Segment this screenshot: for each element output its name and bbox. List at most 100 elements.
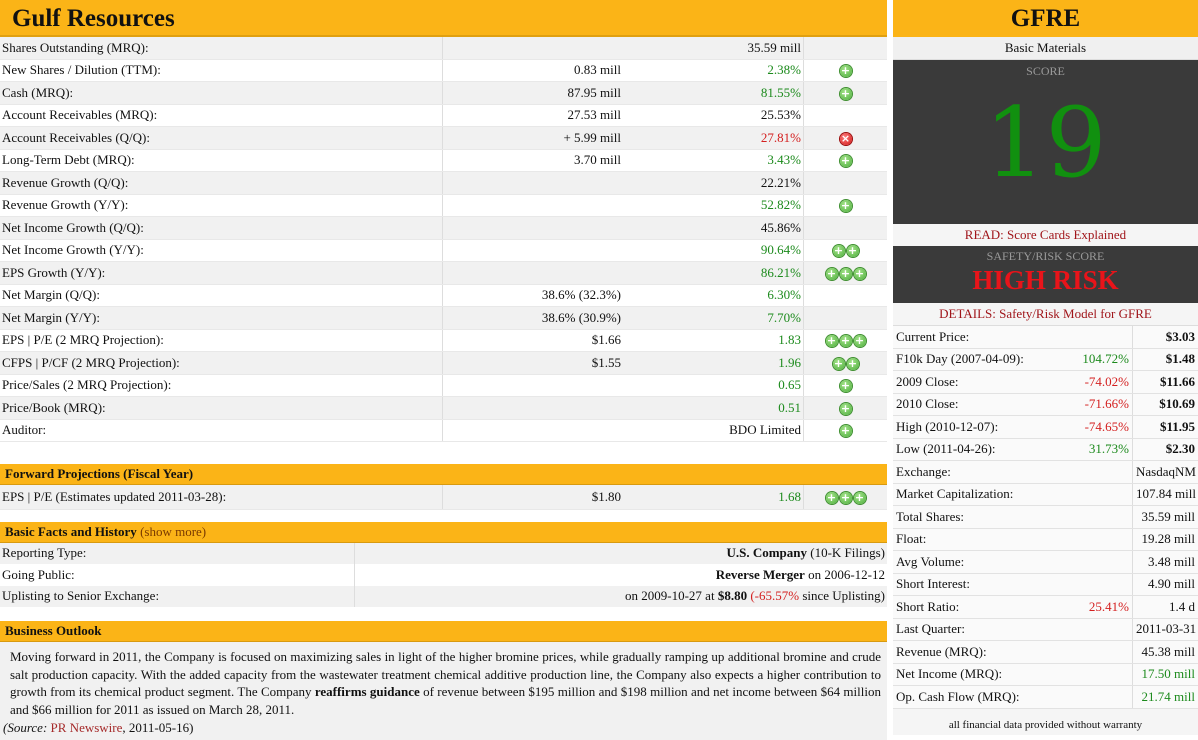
quote-row: Total Shares:35.59 mill (893, 506, 1198, 529)
quote-value: 17.50 mill (1133, 663, 1198, 686)
sector-label: Basic Materials (893, 37, 1198, 60)
quote-value: 35.59 mill (1133, 506, 1198, 529)
metric-percent: 6.30% (623, 284, 804, 307)
plus-circle-icon: + (840, 268, 852, 280)
quote-label: Market Capitalization: (893, 483, 1074, 506)
quote-label: Exchange: (893, 461, 1074, 484)
metric-label: Net Income Growth (Q/Q): (0, 217, 443, 240)
reporting-type-label: Reporting Type: (0, 543, 355, 565)
quote-row: Op. Cash Flow (MRQ):21.74 mill (893, 686, 1198, 709)
quote-label: Current Price: (893, 326, 1074, 348)
quote-label: Op. Cash Flow (MRQ): (893, 686, 1074, 709)
score-cards-explained-link[interactable]: READ: Score Cards Explained (893, 224, 1198, 246)
plus-circle-icon: + (826, 492, 838, 504)
quote-change (1074, 483, 1133, 506)
forward-row: EPS | P/E (Estimates updated 2011-03-28)… (0, 485, 887, 509)
quote-value: 107.84 mill (1133, 483, 1198, 506)
metric-percent: 1.96 (623, 352, 804, 375)
plus-circle-icon: + (826, 335, 838, 347)
quote-value: NasdaqNM (1133, 461, 1198, 484)
metric-percent: 81.55% (623, 82, 804, 105)
score-card: SCORE 19 (893, 60, 1198, 224)
quote-row: Avg Volume:3.48 mill (893, 551, 1198, 574)
quote-value: 4.90 mill (1133, 573, 1198, 596)
forward-value: $1.80 (443, 485, 624, 509)
metric-rating: + (804, 82, 888, 105)
quote-row: Current Price:$3.03 (893, 326, 1198, 348)
reporting-type-value: U.S. Company (10-K Filings) (355, 543, 888, 565)
quote-change (1074, 573, 1133, 596)
plus-circle-icon: + (833, 358, 845, 370)
quote-change (1074, 461, 1133, 484)
plus-circle-icon: + (826, 268, 838, 280)
quote-value: 3.48 mill (1133, 551, 1198, 574)
plus-circle-icon: + (854, 335, 866, 347)
quote-row: Last Quarter:2011-03-31 (893, 618, 1198, 641)
metric-rating: ++ (804, 352, 888, 375)
metric-label: Account Receivables (MRQ): (0, 104, 443, 127)
metric-percent: 2.38% (623, 59, 804, 82)
metric-row: Auditor:BDO Limited+ (0, 419, 887, 442)
metric-label: Auditor: (0, 419, 443, 442)
metric-row: Net Income Growth (Q/Q):45.86% (0, 217, 887, 240)
metric-rating: + (804, 194, 888, 217)
metric-label: Cash (MRQ): (0, 82, 443, 105)
metric-label: Net Income Growth (Y/Y): (0, 239, 443, 262)
metric-label: Revenue Growth (Q/Q): (0, 172, 443, 195)
quote-value: 19.28 mill (1133, 528, 1198, 551)
quote-row: 2010 Close:-71.66%$10.69 (893, 393, 1198, 416)
quote-change (1074, 618, 1133, 641)
metric-rating: + (804, 59, 888, 82)
quote-change (1074, 641, 1133, 664)
metric-row: Net Margin (Q/Q):38.6% (32.3%)6.30% (0, 284, 887, 307)
metric-label: Revenue Growth (Y/Y): (0, 194, 443, 217)
quote-value: 45.38 mill (1133, 641, 1198, 664)
quote-value: $11.66 (1133, 371, 1198, 394)
quote-label: 2010 Close: (893, 393, 1074, 416)
metric-label: Shares Outstanding (MRQ): (0, 37, 443, 59)
metric-value (443, 37, 624, 59)
plus-circle-icon: + (840, 335, 852, 347)
plus-circle-icon: + (833, 245, 845, 257)
risk-value: HIGH RISK (893, 264, 1198, 296)
risk-label: SAFETY/RISK SCORE (893, 246, 1198, 264)
metric-row: Price/Sales (2 MRQ Projection):0.65+ (0, 374, 887, 397)
plus-circle-icon: + (847, 358, 859, 370)
quote-row: Net Income (MRQ):17.50 mill (893, 663, 1198, 686)
metric-percent: 0.51 (623, 397, 804, 420)
metric-label: EPS | P/E (2 MRQ Projection): (0, 329, 443, 352)
metric-rating (804, 37, 888, 59)
basic-facts-title: Basic Facts and History (5, 524, 137, 539)
quote-change (1074, 528, 1133, 551)
quote-value: $1.48 (1133, 348, 1198, 371)
quote-row: Short Interest:4.90 mill (893, 573, 1198, 596)
metric-label: Account Receivables (Q/Q): (0, 127, 443, 150)
metric-row: Net Income Growth (Y/Y):90.64%++ (0, 239, 887, 262)
score-sidebar: GFRE Basic Materials SCORE 19 READ: Scor… (893, 0, 1198, 735)
forward-table: EPS | P/E (Estimates updated 2011-03-28)… (0, 485, 887, 510)
source-link[interactable]: PR Newswire (51, 720, 123, 735)
show-more-link[interactable]: (show more) (140, 524, 206, 539)
risk-model-link[interactable]: DETAILS: Safety/Risk Model for GFRE (893, 303, 1198, 326)
quote-label: F10k Day (2007-04-09): (893, 348, 1074, 371)
metric-percent: 27.81% (623, 127, 804, 150)
quote-value: 2011-03-31 (1133, 618, 1198, 641)
facts-table: Reporting Type: U.S. Company (10-K Filin… (0, 543, 887, 608)
metric-label: New Shares / Dilution (TTM): (0, 59, 443, 82)
uplisting-label: Uplisting to Senior Exchange: (0, 586, 355, 608)
metric-rating (804, 284, 888, 307)
plus-circle-icon: + (847, 245, 859, 257)
quote-change: -74.65% (1074, 416, 1133, 439)
facts-row: Uplisting to Senior Exchange: on 2009-10… (0, 586, 887, 608)
metric-percent: 86.21% (623, 262, 804, 285)
quote-row: Revenue (MRQ):45.38 mill (893, 641, 1198, 664)
metric-label: Long-Term Debt (MRQ): (0, 149, 443, 172)
metric-label: Net Margin (Q/Q): (0, 284, 443, 307)
quote-label: High (2010-12-07): (893, 416, 1074, 439)
metric-value: 3.70 mill (443, 149, 624, 172)
metric-row: EPS Growth (Y/Y):86.21%+++ (0, 262, 887, 285)
